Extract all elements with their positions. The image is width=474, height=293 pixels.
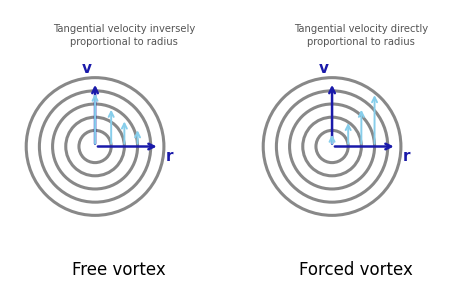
Text: r: r (402, 149, 410, 164)
Text: v: v (318, 61, 328, 76)
Text: r: r (165, 149, 173, 164)
Text: Free vortex: Free vortex (72, 260, 165, 279)
Text: Forced vortex: Forced vortex (299, 260, 412, 279)
Text: Tangential velocity inversely
proportional to radius: Tangential velocity inversely proportion… (53, 23, 195, 47)
Text: v: v (81, 61, 91, 76)
Text: Tangential velocity directly
proportional to radius: Tangential velocity directly proportiona… (294, 23, 428, 47)
